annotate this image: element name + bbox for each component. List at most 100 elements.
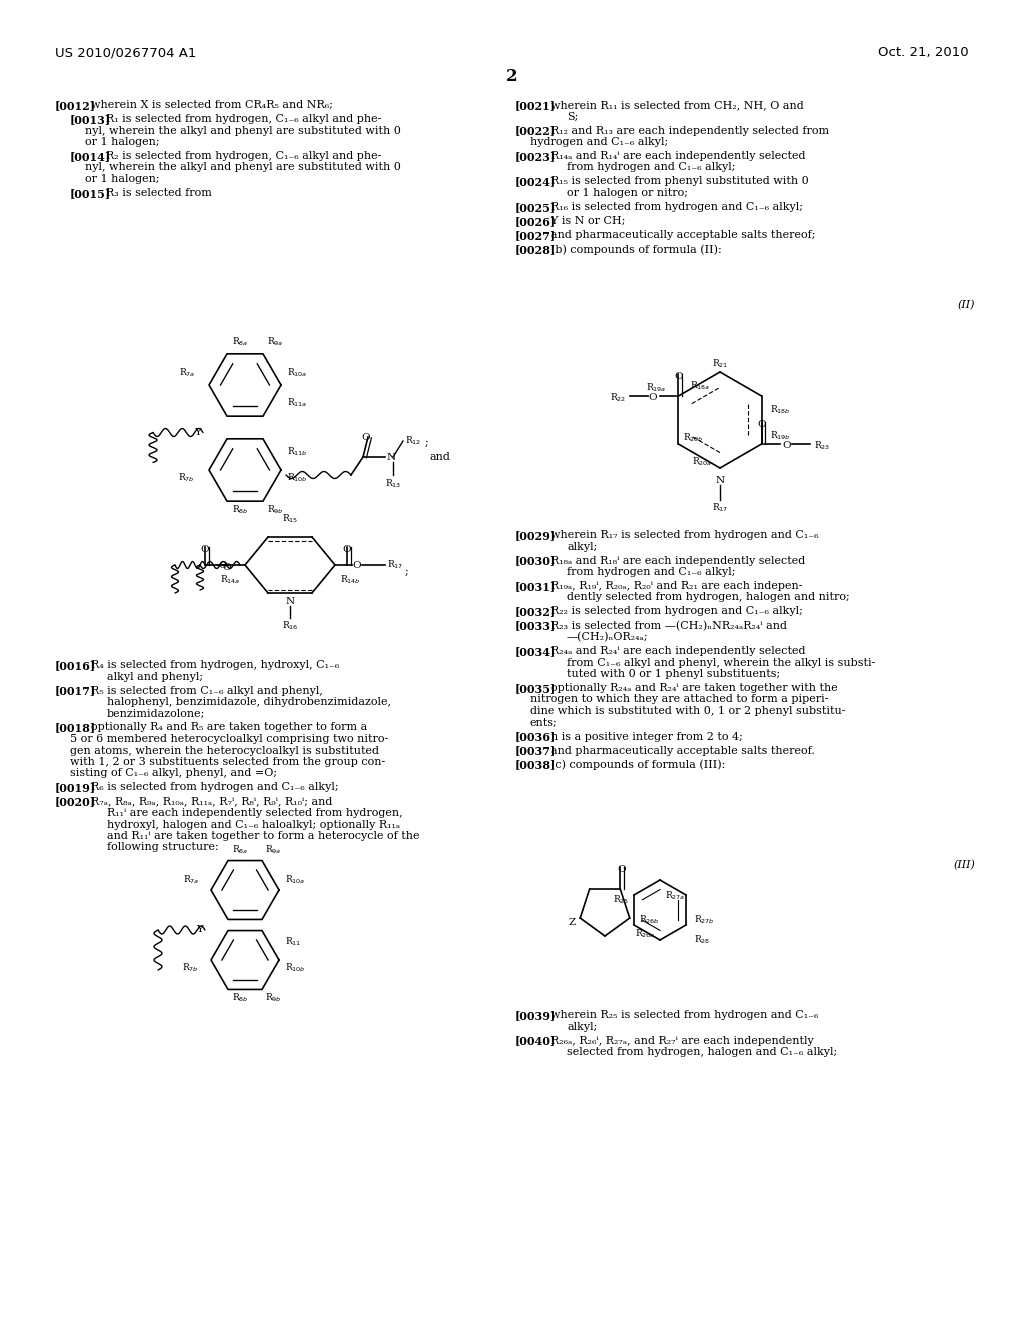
Text: dine which is substituted with 0, 1 or 2 phenyl substitu-: dine which is substituted with 0, 1 or 2… [530, 706, 846, 715]
Text: and: and [430, 451, 451, 462]
Text: [0031]: [0031] [515, 581, 556, 591]
Text: R$_{8b}$: R$_{8b}$ [231, 991, 248, 1005]
Text: R₁₈ₐ and R₁₈ⁱ are each independently selected: R₁₈ₐ and R₁₈ⁱ are each independently sel… [544, 556, 805, 565]
Text: R₁ is selected from hydrogen, C₁₋₆ alkyl and phe-: R₁ is selected from hydrogen, C₁₋₆ alkyl… [99, 114, 381, 124]
Text: [0040]: [0040] [515, 1035, 556, 1047]
Text: R₂₃ is selected from —(CH₂)ₙNR₂₄ₐR₂₄ⁱ and: R₂₃ is selected from —(CH₂)ₙNR₂₄ₐR₂₄ⁱ an… [544, 620, 787, 631]
Text: Oct. 21, 2010: Oct. 21, 2010 [879, 46, 969, 59]
Text: R$_{10b}$: R$_{10b}$ [285, 962, 305, 974]
Text: [0014]: [0014] [70, 150, 112, 162]
Text: wherein R₁₇ is selected from hydrogen and C₁₋₆: wherein R₁₇ is selected from hydrogen an… [544, 531, 818, 540]
Text: R$_{26b}$: R$_{26b}$ [639, 913, 659, 925]
Text: [0028]: [0028] [515, 244, 556, 255]
Text: [0019]: [0019] [55, 783, 96, 793]
Text: R$_{7b}$: R$_{7b}$ [182, 962, 199, 974]
Text: R$_{7a}$: R$_{7a}$ [178, 367, 195, 379]
Text: from hydrogen and C₁₋₆ alkyl;: from hydrogen and C₁₋₆ alkyl; [567, 568, 735, 577]
Text: R₂₆ₐ, R₂₆ⁱ, R₂₇ₐ, and R₂₇ⁱ are each independently: R₂₆ₐ, R₂₆ⁱ, R₂₇ₐ, and R₂₇ⁱ are each inde… [544, 1035, 814, 1045]
Text: R$_{27a}$: R$_{27a}$ [665, 890, 685, 903]
Text: wherein R₁₁ is selected from CH₂, NH, O and: wherein R₁₁ is selected from CH₂, NH, O … [544, 100, 804, 110]
Text: optionally R₄ and R₅ are taken together to form a: optionally R₄ and R₅ are taken together … [84, 722, 368, 733]
Text: [0036]: [0036] [515, 731, 556, 742]
Text: [0029]: [0029] [515, 531, 556, 541]
Text: R$_{11a}$: R$_{11a}$ [287, 397, 307, 409]
Text: from hydrogen and C₁₋₆ alkyl;: from hydrogen and C₁₋₆ alkyl; [567, 162, 735, 173]
Text: R₁₆ is selected from hydrogen and C₁₋₆ alkyl;: R₁₆ is selected from hydrogen and C₁₋₆ a… [544, 202, 803, 213]
Text: (II): (II) [957, 300, 975, 310]
Text: R$_{11}$: R$_{11}$ [285, 936, 301, 948]
Text: n is a positive integer from 2 to 4;: n is a positive integer from 2 to 4; [544, 731, 742, 742]
Text: [0016]: [0016] [55, 660, 96, 671]
Text: R$_{10b}$: R$_{10b}$ [287, 471, 307, 484]
Text: R₁₅ is selected from phenyl substituted with 0: R₁₅ is selected from phenyl substituted … [544, 177, 809, 186]
Text: R$_{18a}$: R$_{18a}$ [689, 380, 710, 392]
Text: O: O [219, 561, 227, 569]
Text: (III): (III) [953, 861, 975, 870]
Text: or 1 halogen;: or 1 halogen; [85, 137, 160, 147]
Text: ents;: ents; [530, 718, 558, 727]
Text: N: N [286, 597, 295, 606]
Text: R$_{19b}$: R$_{19b}$ [770, 430, 791, 442]
Text: R₁₄ₐ and R₁₄ⁱ are each independently selected: R₁₄ₐ and R₁₄ⁱ are each independently sel… [544, 150, 806, 161]
Text: R$_{8b}$: R$_{8b}$ [231, 503, 248, 516]
Text: R₅ is selected from C₁₋₆ alkyl and phenyl,: R₅ is selected from C₁₋₆ alkyl and pheny… [84, 685, 323, 696]
Text: R$_{18b}$: R$_{18b}$ [770, 404, 791, 417]
Text: R₄ is selected from hydrogen, hydroxyl, C₁₋₆: R₄ is selected from hydrogen, hydroxyl, … [84, 660, 339, 671]
Text: [0021]: [0021] [515, 100, 556, 111]
Text: following structure:: following structure: [106, 842, 219, 853]
Text: from C₁₋₆ alkyl and phenyl, wherein the alkyl is substi-: from C₁₋₆ alkyl and phenyl, wherein the … [567, 657, 876, 668]
Text: selected from hydrogen, halogen and C₁₋₆ alkyl;: selected from hydrogen, halogen and C₁₋₆… [567, 1047, 838, 1057]
Text: alkyl;: alkyl; [567, 1022, 597, 1031]
Text: R$_{23}$: R$_{23}$ [814, 440, 829, 453]
Text: N: N [387, 453, 396, 462]
Text: R$_{21}$: R$_{21}$ [712, 358, 728, 371]
Text: R$_{9a}$: R$_{9a}$ [267, 337, 284, 348]
Text: optionally R₂₄ₐ and R₂₄ⁱ are taken together with the: optionally R₂₄ₐ and R₂₄ⁱ are taken toget… [544, 682, 838, 693]
Text: [0020]: [0020] [55, 796, 96, 808]
Text: 2: 2 [506, 69, 518, 84]
Text: R$_{7b}$: R$_{7b}$ [178, 471, 195, 484]
Text: [0013]: [0013] [70, 114, 112, 125]
Text: R$_{10a}$: R$_{10a}$ [285, 874, 305, 886]
Text: [0015]: [0015] [70, 187, 112, 199]
Text: [0024]: [0024] [515, 177, 556, 187]
Text: R₁₁ⁱ are each independently selected from hydrogen,: R₁₁ⁱ are each independently selected fro… [106, 808, 402, 818]
Text: [0027]: [0027] [515, 230, 556, 242]
Text: dently selected from hydrogen, halogen and nitro;: dently selected from hydrogen, halogen a… [567, 593, 850, 602]
Text: [0039]: [0039] [515, 1010, 556, 1020]
Text: R$_{17}$: R$_{17}$ [387, 558, 403, 572]
Text: R₃ is selected from: R₃ is selected from [99, 187, 212, 198]
Text: Y: Y [195, 428, 201, 437]
Text: or 1 halogen or nitro;: or 1 halogen or nitro; [567, 187, 688, 198]
Text: hydrogen and C₁₋₆ alkyl;: hydrogen and C₁₋₆ alkyl; [530, 137, 669, 147]
Text: [0038]: [0038] [515, 759, 556, 771]
Text: R₂ is selected from hydrogen, C₁₋₆ alkyl and phe-: R₂ is selected from hydrogen, C₁₋₆ alkyl… [99, 150, 381, 161]
Text: R$_{9b}$: R$_{9b}$ [264, 991, 282, 1005]
Text: O: O [222, 562, 231, 572]
Text: and R₁₁ⁱ are taken together to form a heterocycle of the: and R₁₁ⁱ are taken together to form a he… [106, 832, 420, 841]
Text: R$_{22}$: R$_{22}$ [610, 392, 627, 404]
Text: sisting of C₁₋₆ alkyl, phenyl, and =O;: sisting of C₁₋₆ alkyl, phenyl, and =O; [70, 768, 278, 779]
Text: O: O [674, 372, 683, 381]
Text: R$_{14a}$: R$_{14a}$ [219, 574, 240, 586]
Text: R$_{9b}$: R$_{9b}$ [266, 503, 284, 516]
Text: R$_{17}$: R$_{17}$ [712, 502, 728, 515]
Text: R₇ₐ, R₈ₐ, R₉ₐ, R₁₀ₐ, R₁₁ₐ, R₇ⁱ, R₈ⁱ, R₉ⁱ, R₁₀ⁱ; and: R₇ₐ, R₈ₐ, R₉ₐ, R₁₀ₐ, R₁₁ₐ, R₇ⁱ, R₈ⁱ, R₉ⁱ… [84, 796, 333, 807]
Text: tuted with 0 or 1 phenyl substituents;: tuted with 0 or 1 phenyl substituents; [567, 669, 780, 678]
Text: [0033]: [0033] [515, 620, 556, 631]
Text: [0017]: [0017] [55, 685, 96, 697]
Text: O: O [617, 865, 626, 874]
Text: [0032]: [0032] [515, 606, 556, 618]
Text: O: O [758, 420, 766, 429]
Text: R$_{20a}$: R$_{20a}$ [691, 455, 712, 469]
Text: R₂₂ is selected from hydrogen and C₁₋₆ alkyl;: R₂₂ is selected from hydrogen and C₁₋₆ a… [544, 606, 803, 616]
Text: R$_{19a}$: R$_{19a}$ [646, 381, 667, 395]
Text: O: O [649, 393, 657, 403]
Text: R$_{9a}$: R$_{9a}$ [265, 843, 282, 857]
Text: 5 or 6 membered heterocycloalkyl comprising two nitro-: 5 or 6 membered heterocycloalkyl compris… [70, 734, 388, 744]
Text: R₆ is selected from hydrogen and C₁₋₆ alkyl;: R₆ is selected from hydrogen and C₁₋₆ al… [84, 783, 339, 792]
Text: wherein R₂₅ is selected from hydrogen and C₁₋₆: wherein R₂₅ is selected from hydrogen an… [544, 1010, 818, 1020]
Text: [0018]: [0018] [55, 722, 96, 734]
Text: Y is N or CH;: Y is N or CH; [544, 216, 626, 226]
Text: nitrogen to which they are attached to form a piperi-: nitrogen to which they are attached to f… [530, 694, 828, 705]
